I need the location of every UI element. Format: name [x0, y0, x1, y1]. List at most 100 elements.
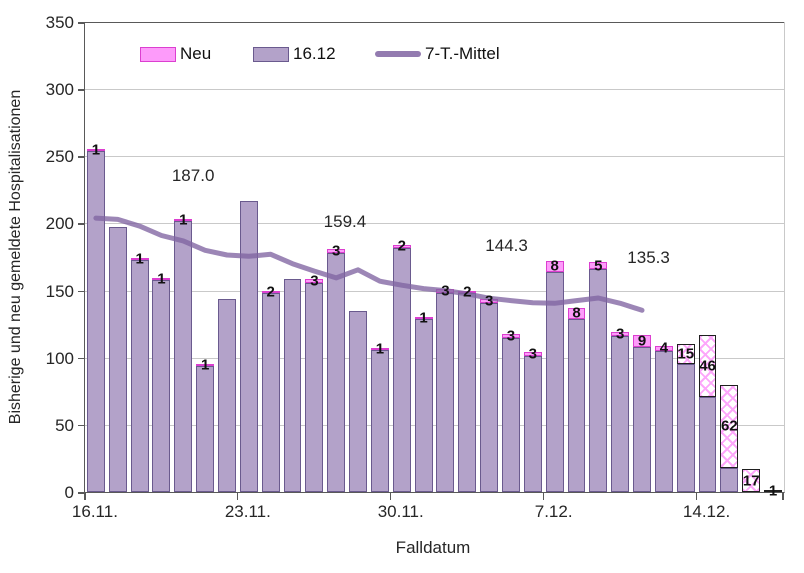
x-tick-label: 14.12.: [682, 502, 731, 521]
x-tick-mark: [782, 493, 784, 500]
bar-label-13.12.: 15: [677, 345, 695, 363]
bar-cumulative-18.11.: [130, 259, 149, 492]
bar-neu-11.12.: [633, 334, 651, 347]
bar-neu-13.12.: [676, 344, 695, 365]
gridline-350: [85, 22, 784, 23]
y-tick-label: 150: [45, 281, 74, 301]
bar-neu-5.12.: [501, 333, 520, 338]
bar-cumulative-13.12.: [676, 364, 695, 492]
bar-label-9.12.: 5: [594, 257, 603, 275]
bar-label-2.12.: 3: [441, 282, 450, 300]
bar-cumulative-30.11.: [392, 247, 411, 492]
bar-label-3.12.: 2: [463, 283, 472, 301]
bar-neu-10.12.: [611, 332, 630, 337]
bar-neu-15.12.: [720, 384, 739, 468]
bar-label-21.11.: 1: [200, 356, 210, 374]
neu-swatch-icon: [140, 46, 176, 62]
legend-label-neu: Neu: [180, 44, 212, 63]
x-tick-label: 16.11.: [71, 502, 118, 521]
bar-label-7.12.: 8: [550, 257, 559, 275]
bar-label-17.12.: 1: [768, 482, 778, 500]
bar-cumulative-2.12.: [436, 293, 455, 492]
legend-label-1612: 16.12: [293, 44, 336, 63]
bar-label-16.12.: 17: [742, 472, 760, 490]
y-tick-label: 0: [64, 483, 74, 502]
x-tick-label: 30.11.: [377, 502, 424, 521]
annotation-187.0: 187.0: [171, 166, 215, 186]
bar-cumulative-6.12.: [523, 356, 542, 492]
bar-label-12.12.: 4: [659, 339, 669, 357]
annotation-144.3: 144.3: [485, 236, 528, 256]
gridline-300: [85, 89, 784, 91]
bar-label-24.11.: 2: [266, 283, 275, 301]
legend-item-mean: 7-T.-Mittel: [375, 44, 500, 64]
y-tick-label: 100: [45, 348, 74, 368]
bar-cumulative-27.11.: [327, 252, 346, 492]
bar-cumulative-3.12.: [458, 293, 477, 492]
bar-label-5.12.: 3: [506, 327, 516, 345]
bar-cumulative-7.12.: [545, 271, 564, 492]
cumulative-swatch-icon: [253, 46, 289, 62]
y-tick-mark: [78, 223, 84, 225]
bar-cumulative-9.12.: [589, 269, 608, 492]
bar-cumulative-11.12.: [633, 346, 651, 492]
gridline-100: [85, 357, 784, 359]
bar-cumulative-25.11.: [283, 278, 302, 492]
annotation-135.3: 135.3: [627, 248, 670, 268]
y-tick-mark: [78, 290, 84, 293]
bar-label-19.11.: 1: [157, 270, 166, 288]
bar-cumulative-15.12.: [720, 467, 739, 492]
x-tick-mark: [542, 493, 545, 500]
bar-label-10.12.: 3: [616, 325, 625, 343]
y-tick-label: 350: [45, 13, 74, 32]
y-tick-mark: [78, 357, 84, 360]
y-tick-mark: [78, 492, 84, 494]
legend-item-1612: 16.12: [253, 44, 336, 64]
bar-label-20.11.: 1: [179, 211, 188, 229]
bar-cumulative-26.11.: [305, 282, 324, 492]
y-tick-label: 300: [45, 80, 74, 100]
y-tick-mark: [78, 424, 84, 427]
bar-label-16.11.: 1: [91, 141, 101, 159]
bar-cumulative-24.11.: [261, 293, 280, 492]
bar-neu-21.11.: [196, 363, 215, 366]
bar-cumulative-29.11.: [370, 349, 389, 492]
x-tick-label: 7.12.: [534, 502, 573, 521]
bar-cumulative-17.11.: [108, 227, 127, 492]
bar-label-29.11.: 1: [375, 340, 385, 358]
y-tick-label: 50: [55, 415, 74, 435]
bar-neu-16.12.: [742, 469, 761, 492]
bar-cumulative-10.12.: [611, 336, 630, 492]
bar-label-6.12.: 3: [528, 345, 537, 363]
bar-cumulative-23.11.: [239, 200, 258, 492]
gridline-50: [85, 424, 784, 426]
bar-neu-29.11.: [370, 347, 389, 350]
bar-label-30.11.: 2: [397, 237, 406, 255]
bar-cumulative-8.12.: [567, 318, 586, 492]
bar-label-4.12.: 3: [484, 292, 494, 310]
bar-cumulative-20.11.: [174, 220, 193, 492]
x-axis-title: Falldatum: [395, 538, 471, 557]
bar-label-18.11.: 1: [135, 250, 144, 268]
bar-cumulative-16.11.: [86, 150, 105, 492]
bar-cumulative-22.11.: [218, 298, 236, 492]
bar-neu-17.12.: [764, 490, 783, 492]
x-tick-mark: [389, 493, 392, 500]
bar-cumulative-19.11.: [152, 279, 171, 492]
plot-area: 1 1 1 1 1 2 3 3 1 2 1 3 2 3 3 3 8 8 5 3 9 4 15 46 62 17 1 187.0 159.…: [84, 22, 785, 499]
legend-item-neu: Neu: [140, 44, 211, 64]
y-tick-mark: [78, 22, 84, 24]
legend-label-mean: 7-T.-Mittel: [425, 44, 500, 63]
bar-label-27.11.: 3: [332, 242, 341, 260]
mean-line-swatch-icon: [375, 51, 421, 57]
bar-label-11.12.: 9: [637, 332, 647, 350]
bar-cumulative-28.11.: [349, 310, 367, 492]
bar-cumulative-12.12.: [654, 351, 673, 492]
bar-cumulative-14.12.: [698, 396, 717, 492]
y-tick-mark: [78, 89, 84, 91]
bar-neu-12.12.: [654, 345, 673, 351]
bar-label-1.12.: 1: [419, 309, 428, 327]
x-tick-mark: [236, 493, 239, 500]
bar-label-26.11.: 3: [310, 272, 319, 289]
bar-cumulative-1.12.: [414, 318, 433, 492]
